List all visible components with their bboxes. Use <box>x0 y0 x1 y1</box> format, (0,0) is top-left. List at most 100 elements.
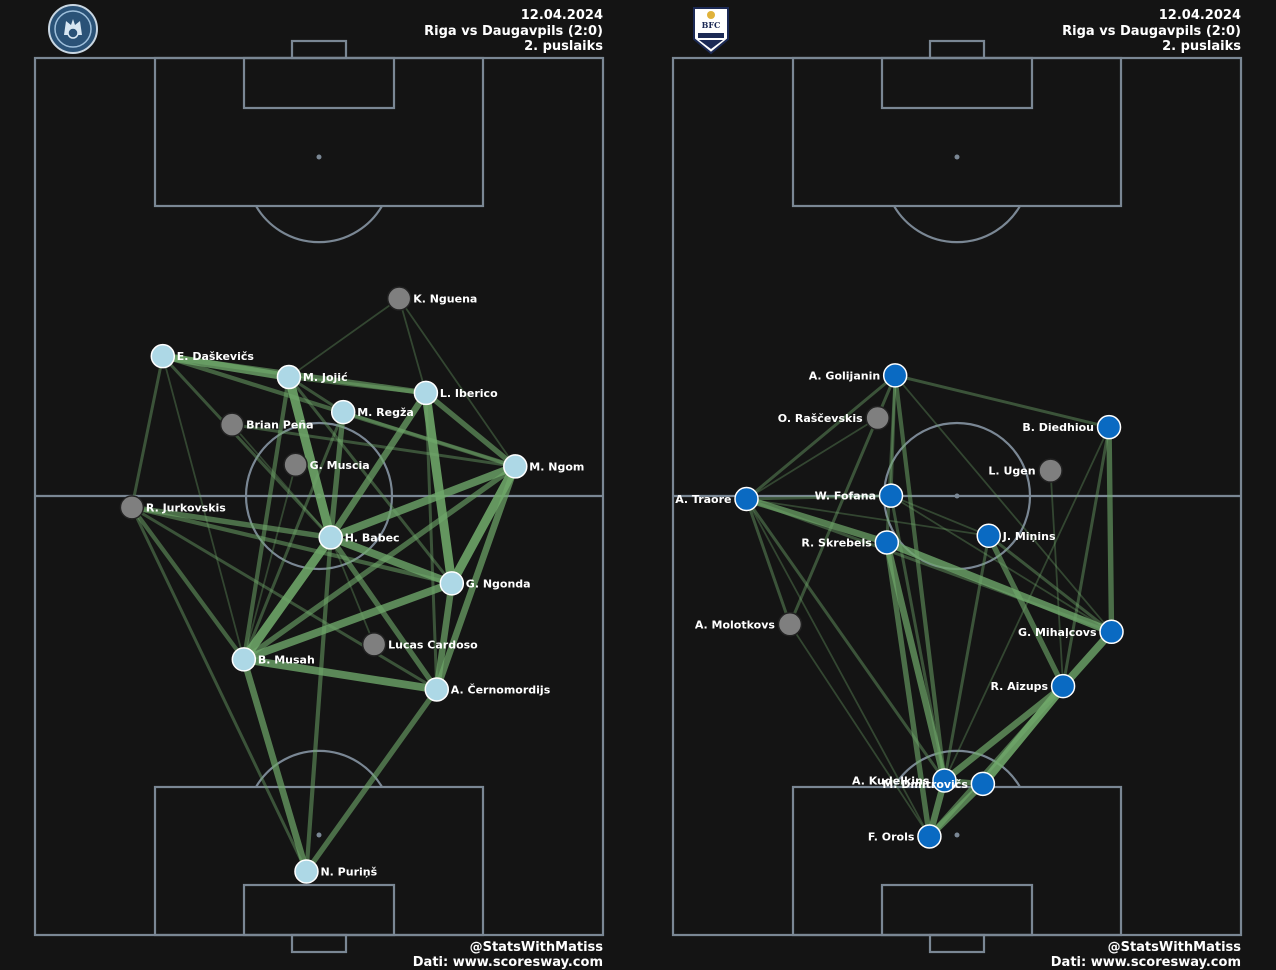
svg-text:BFC: BFC <box>702 20 721 30</box>
player-label: H. Babec <box>345 531 400 544</box>
pitch <box>671 39 1243 954</box>
pass-link <box>286 374 429 396</box>
pass-link <box>1049 469 1064 687</box>
player-node <box>1099 619 1124 645</box>
player-label: G. Muscia <box>310 459 370 472</box>
player-node <box>361 632 387 657</box>
pass-link <box>341 410 517 468</box>
pass-link <box>789 623 931 838</box>
pass-link <box>745 498 931 838</box>
player-label: E. Daškevičs <box>177 350 255 363</box>
pass-link <box>433 463 519 693</box>
pass-link <box>889 494 946 782</box>
pass-link <box>242 410 345 661</box>
penalty-arc-top <box>893 205 1021 244</box>
goal-bottom <box>290 933 348 954</box>
pass-link <box>745 494 893 501</box>
pass-link <box>885 373 897 544</box>
pass-link <box>288 297 401 378</box>
player-label: O. Raščevskis <box>778 412 863 425</box>
player-node <box>1050 673 1076 699</box>
player-node <box>878 483 904 508</box>
player-node <box>734 486 759 512</box>
pass-link <box>941 682 1067 784</box>
pass-link <box>893 373 947 783</box>
centre-spot <box>954 493 960 499</box>
player-nodes: A. Golijanin O. Raščevskis B. Diedhiou L. U… <box>675 363 1124 849</box>
player-node <box>413 380 439 406</box>
player-node <box>976 523 1001 549</box>
penalty-arc-bottom <box>893 749 1021 788</box>
pass-link <box>893 373 1111 429</box>
footer-source: Dati: www.scoresway.com <box>413 955 603 970</box>
player-node <box>874 530 900 555</box>
player-node <box>503 454 528 479</box>
player-node <box>119 495 145 520</box>
header-date: 12.04.2024 <box>521 8 603 23</box>
player-node <box>294 859 319 884</box>
pass-link <box>926 780 987 840</box>
pass-link <box>129 504 334 541</box>
footer-credit: @StatsWithMatiss <box>470 940 604 955</box>
pass-link <box>987 534 1114 634</box>
player-nodes: K. Nguena E. Daškevičs M. Jojić L. Iberico M… <box>119 286 584 884</box>
player-node <box>865 405 890 431</box>
player-label: A. Traore <box>675 493 731 506</box>
pass-link <box>882 538 1116 636</box>
pass-link <box>242 463 297 661</box>
player-label: A. Molotkovs <box>695 618 776 631</box>
player-node <box>917 824 942 849</box>
panel-daugavpils: BFC 12.04.2024 Riga vs Daugavpils (2:0) … <box>671 7 1243 970</box>
player-label: G. Mihaļcovs <box>1018 626 1097 639</box>
pass-link <box>326 533 456 588</box>
footer-source: Dati: www.scoresway.com <box>1051 955 1241 970</box>
player-node <box>283 452 308 478</box>
player-node <box>882 363 908 388</box>
player-label: J. Miņins <box>1002 530 1056 543</box>
pass-link <box>433 580 456 693</box>
pass-link <box>943 426 1110 782</box>
player-label: A. Kudelkins <box>852 774 930 787</box>
pass-link <box>1061 425 1111 688</box>
penalty-spot-top <box>316 154 322 160</box>
penalty-spot-bottom <box>954 832 960 838</box>
pass-link <box>161 354 333 539</box>
player-label: L. Ugen <box>988 465 1035 478</box>
player-label: M. Ngom <box>529 460 584 473</box>
player-label: B. Musah <box>258 653 315 666</box>
player-label: F. Orols <box>868 830 915 843</box>
pass-link <box>241 463 518 663</box>
pass-link <box>327 389 430 541</box>
pass-link <box>303 686 440 875</box>
header-date: 12.04.2024 <box>1159 8 1241 23</box>
pass-link <box>398 297 517 468</box>
pass-link <box>745 497 946 782</box>
player-label: B. Diedhiou <box>1022 421 1094 434</box>
pass-link <box>745 373 897 501</box>
pass-link <box>240 656 310 875</box>
player-node <box>150 343 176 369</box>
pass-link <box>423 390 518 470</box>
pass-link <box>447 461 520 588</box>
header-half: 2. puslaiks <box>524 39 603 54</box>
pass-link <box>329 536 376 646</box>
player-node <box>932 768 957 793</box>
player-label: W. Fofana <box>815 490 876 503</box>
player-node <box>777 612 803 637</box>
penalty-spot-bottom <box>316 832 322 838</box>
player-label: M. Dmitrovičs <box>882 778 968 791</box>
pass-link <box>889 373 897 498</box>
pass-link <box>745 497 792 626</box>
pass-link <box>241 374 292 662</box>
player-label: R. Aizups <box>990 680 1048 693</box>
pass-link <box>239 579 456 664</box>
goal-top <box>290 39 348 60</box>
panel-riga: 12.04.2024 Riga vs Daugavpils (2:0) 2. p… <box>33 4 605 970</box>
pass-link <box>986 533 1066 689</box>
pass-link <box>894 374 1113 633</box>
player-label: M. Regža <box>357 406 414 419</box>
player-label: K. Nguena <box>413 293 477 306</box>
header-match: Riga vs Daugavpils (2:0) <box>424 24 603 39</box>
pass-link <box>161 355 245 661</box>
